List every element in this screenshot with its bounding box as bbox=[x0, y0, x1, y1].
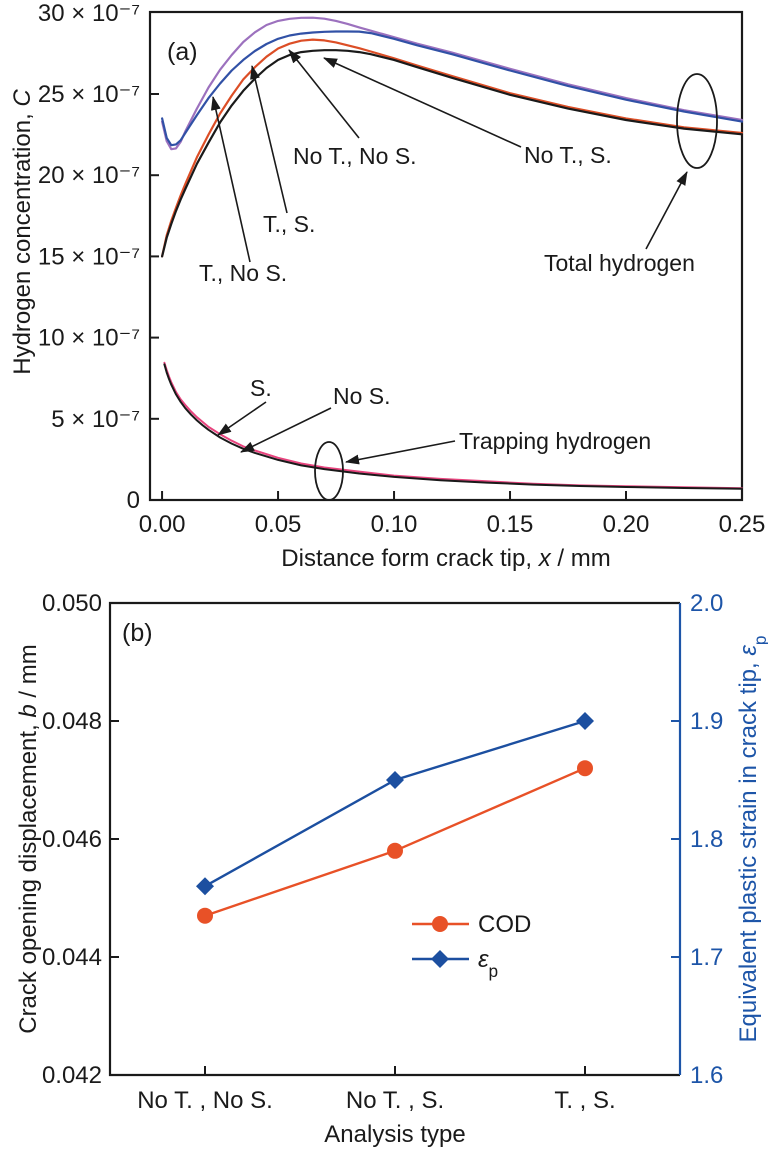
legend-marker-cod bbox=[432, 916, 448, 932]
y-axis-tick-label: 25 × 10⁻⁷ bbox=[38, 81, 140, 108]
annotation-label-total-hydrogen: Total hydrogen bbox=[544, 250, 695, 276]
right-axis-tick-label: 1.9 bbox=[690, 708, 723, 735]
chart-b-legend: COD εp bbox=[412, 911, 531, 981]
x-axis-tick-label: 0.15 bbox=[487, 511, 534, 538]
x-axis-tick-label: 0.00 bbox=[139, 511, 186, 538]
left-axis-tick-label: 0.048 bbox=[42, 708, 102, 735]
data-point-diamond-ep bbox=[386, 771, 404, 789]
data-point-circle-cod bbox=[387, 842, 403, 859]
annotation-label-s: S. bbox=[250, 375, 272, 401]
y-axis-tick-label: 0 bbox=[127, 487, 140, 514]
y-axis-tick-label: 30 × 10⁻⁷ bbox=[38, 0, 140, 27]
annotation-label-t-no-s: T., No S. bbox=[199, 260, 287, 286]
series-line-cod bbox=[204, 767, 586, 917]
x-axis-tick-label: 0.25 bbox=[719, 511, 766, 538]
y-axis-tick-label: 20 × 10⁻⁷ bbox=[38, 162, 140, 189]
left-axis-tick-label: 0.050 bbox=[42, 590, 102, 617]
legend-label-cod: COD bbox=[478, 911, 531, 938]
y-axis-tick-label: 5 × 10⁻⁷ bbox=[51, 406, 140, 433]
annotation-arrow-t-no-s bbox=[210, 96, 251, 263]
chart-b-frame bbox=[108, 601, 680, 1077]
category-label-no-t-no-s: No T. , No S. bbox=[137, 1087, 273, 1114]
left-axis-tick-label: 0.042 bbox=[42, 1062, 102, 1089]
x-axis-tick-label: 0.05 bbox=[255, 511, 302, 538]
x-axis-tick-label: 0.10 bbox=[371, 511, 418, 538]
category-label-no-t-s: No T. , S. bbox=[346, 1087, 444, 1114]
chart-b-right-axis-title: Equivalent plastic strain in crack tip, … bbox=[735, 636, 768, 1043]
right-axis-tick-label: 1.6 bbox=[690, 1062, 723, 1089]
legend-label-ep: εp bbox=[478, 946, 498, 981]
annotation-arrow-no-t-no-s bbox=[288, 49, 360, 139]
y-axis-tick-label: 10 × 10⁻⁷ bbox=[38, 325, 140, 352]
series-cod bbox=[197, 760, 593, 924]
annotation-arrow-total-hydrogen bbox=[645, 171, 688, 250]
chart-a-x-axis-title: Distance form crack tip, x / mm bbox=[281, 545, 610, 572]
annotation-arrow-s bbox=[217, 401, 267, 436]
right-axis-tick-label: 2.0 bbox=[690, 590, 723, 617]
chart-b-left-axis-title: Crack opening displacement, b / mm bbox=[15, 644, 42, 1034]
annotation-arrow-trapping-hydrogen bbox=[345, 440, 456, 465]
data-point-circle-cod bbox=[197, 907, 213, 924]
annotation-arrow-t-s bbox=[250, 65, 288, 214]
chart-a-panel: 0 5 × 10⁻⁷ 10 × 10⁻⁷ 15 × 10⁻⁷ 20 × 10⁻⁷ 25 ×… bbox=[9, 0, 765, 572]
annotation-label-no-s: No S. bbox=[333, 383, 391, 409]
curve-total-hydrogen-t-s bbox=[161, 38, 744, 258]
chart-b-x-axis-title: Analysis type bbox=[324, 1121, 465, 1148]
legend-marker-ep bbox=[431, 950, 449, 968]
panel-b-label: (b) bbox=[122, 619, 153, 647]
annotation-arrow-no-s bbox=[240, 407, 332, 453]
annotation-arrow-no-t-s bbox=[323, 57, 522, 148]
total-hydrogen-ellipse bbox=[676, 73, 718, 169]
annotation-label-no-t-no-s: No T., No S. bbox=[293, 143, 417, 169]
right-axis-tick-label: 1.7 bbox=[690, 944, 723, 971]
left-axis-tick-label: 0.046 bbox=[42, 826, 102, 853]
annotation-label-trapping-hydrogen: Trapping hydrogen bbox=[459, 428, 651, 454]
trapping-hydrogen-ellipse bbox=[314, 441, 344, 501]
data-point-circle-cod bbox=[577, 760, 593, 777]
annotation-label-no-t-s: No T., S. bbox=[524, 142, 612, 168]
y-axis-tick-label: 15 × 10⁻⁷ bbox=[38, 243, 140, 270]
series-ep bbox=[196, 712, 594, 896]
chart-a-y-axis-title: Hydrogen concentration, C bbox=[9, 89, 36, 375]
data-point-diamond-ep bbox=[196, 877, 214, 896]
x-axis-tick-label: 0.20 bbox=[603, 511, 650, 538]
series-line-ep bbox=[204, 719, 586, 888]
data-point-diamond-ep bbox=[576, 712, 594, 730]
annotation-label-t-s: T., S. bbox=[263, 211, 315, 237]
panel-a-label: (a) bbox=[167, 38, 198, 66]
category-label-t-s: T. , S. bbox=[554, 1087, 615, 1114]
left-axis-tick-label: 0.044 bbox=[42, 944, 102, 971]
chart-b-panel: 0.042 0.044 0.046 0.048 0.050 1.6 1.7 1.8 1.9 2.0… bbox=[15, 590, 768, 1148]
curve-total-hydrogen-no-t-no-s bbox=[161, 49, 744, 258]
curve-total-hydrogen-t-no-s bbox=[161, 30, 744, 147]
right-axis-tick-label: 1.8 bbox=[690, 826, 723, 853]
